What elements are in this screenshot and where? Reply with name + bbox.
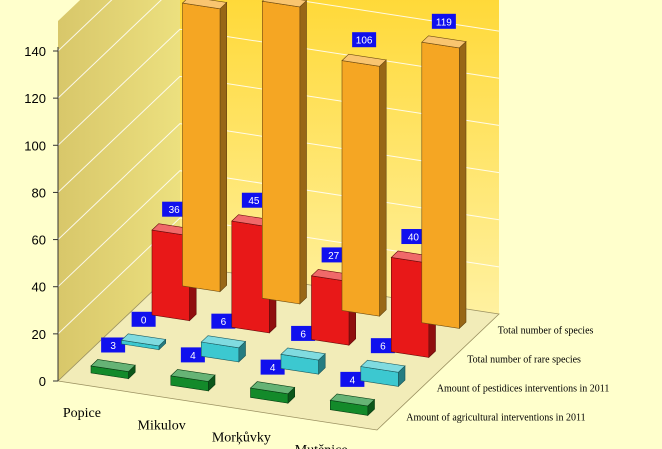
bar-side [458, 40, 467, 330]
bar-top [249, 381, 296, 395]
series-label: Amount of pestidices interventions in 20… [437, 384, 610, 395]
bar-top [421, 35, 467, 49]
y-tick-label: 140 [24, 44, 46, 59]
y-tick-label: 60 [32, 233, 46, 248]
gridline [57, 28, 500, 146]
data-label-box [401, 229, 426, 245]
data-label: 36 [169, 205, 181, 216]
y-tick-label: 100 [24, 138, 46, 153]
data-label: 6 [221, 317, 227, 328]
bar-top [90, 359, 136, 372]
bar [261, 0, 301, 305]
data-label: 0 [141, 315, 147, 326]
data-label-box [370, 338, 395, 354]
data-label: 4 [270, 363, 276, 374]
data-label: 119 [436, 17, 452, 28]
data-label-box [241, 192, 266, 208]
data-label-box [291, 325, 316, 341]
y-tick-label: 80 [32, 185, 46, 200]
bar-top [280, 347, 326, 361]
bar-side [379, 59, 387, 317]
bar-top [170, 369, 216, 382]
gridline [57, 0, 500, 99]
series-label: Total number of rare species [467, 355, 581, 366]
gridline [57, 75, 500, 193]
bar-top [261, 0, 308, 8]
series-label: Amount of agricultural interventions in … [406, 413, 585, 424]
data-label: 40 [408, 233, 420, 244]
y-tick-label: 0 [39, 374, 46, 389]
bar-top [120, 333, 167, 347]
data-label: 45 [248, 196, 260, 207]
data-label-box [321, 247, 346, 263]
y-tick-label: 40 [32, 280, 46, 295]
category-label: Mikulov [138, 418, 186, 433]
gridline [57, 123, 500, 240]
bar [421, 41, 460, 329]
bar-top [329, 393, 376, 407]
data-label: 27 [328, 251, 340, 262]
data-label-box [101, 337, 126, 353]
gridline [57, 0, 113, 52]
bar [182, 2, 221, 293]
left-wall [58, 0, 180, 381]
data-label: 6 [380, 342, 386, 353]
category-label: Popice [63, 406, 101, 421]
bar-top [360, 359, 406, 373]
gridline [57, 170, 500, 288]
data-label-box [162, 201, 187, 217]
data-label: 4 [350, 375, 356, 386]
data-label: 4 [190, 351, 196, 362]
bar-side [299, 0, 307, 305]
data-label-box [260, 359, 285, 375]
data-label: 106 [356, 36, 373, 47]
bar-top [200, 335, 247, 349]
bar-top [181, 0, 228, 10]
bar [341, 60, 380, 317]
y-tick-label: 20 [32, 327, 46, 342]
gridline [57, 217, 500, 335]
data-label-box [131, 311, 156, 327]
data-label-box [431, 13, 456, 29]
bar-top [341, 53, 387, 67]
y-tick-label: 120 [24, 91, 46, 106]
data-label: 3 [110, 341, 116, 352]
data-label-box [340, 371, 365, 387]
data-label-box [180, 347, 205, 363]
data-label: 6 [300, 329, 306, 340]
data-label-box [211, 313, 236, 329]
series-label: Total number of species [498, 326, 594, 337]
category-label: Morķůvky [212, 431, 271, 446]
data-label-box [352, 32, 377, 48]
category-label: Mutěnice [295, 443, 348, 449]
bar-side [219, 1, 227, 293]
